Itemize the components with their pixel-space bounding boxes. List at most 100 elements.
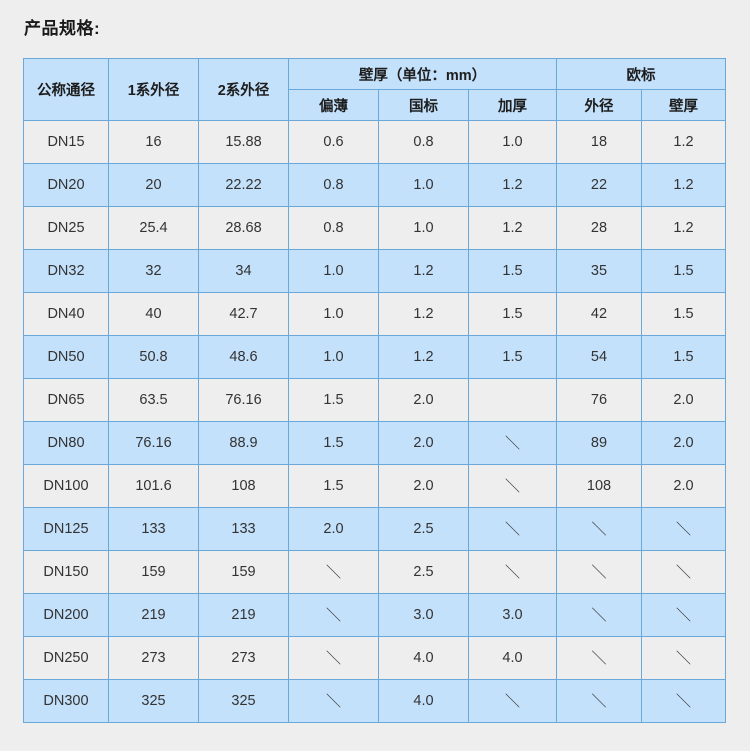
cell-value: ＼ bbox=[641, 636, 726, 680]
cell-value: 325 bbox=[198, 679, 289, 723]
header-sub-thin: 偏薄 bbox=[288, 89, 379, 121]
not-applicable-slash-icon: ＼ bbox=[591, 520, 607, 538]
cell-value: 108 bbox=[198, 464, 289, 508]
cell-value: 0.6 bbox=[288, 120, 379, 164]
cell-value: 88.9 bbox=[198, 421, 289, 465]
cell-value: ＼ bbox=[556, 679, 642, 723]
not-applicable-slash-icon: ＼ bbox=[675, 606, 691, 624]
page-title: 产品规格: bbox=[24, 19, 101, 38]
cell-value: 273 bbox=[108, 636, 199, 680]
cell-value: 1.2 bbox=[378, 335, 469, 379]
cell-value: ＼ bbox=[468, 550, 557, 594]
cell-value: 54 bbox=[556, 335, 642, 379]
table-header: 公称通径 1系外径 2系外径 壁厚（单位：mm） 欧标 偏薄 国标 加厚 外径 … bbox=[23, 58, 726, 121]
cell-value: 1.5 bbox=[288, 421, 379, 465]
cell-nominal-diameter: DN125 bbox=[23, 507, 109, 551]
cell-value: 42.7 bbox=[198, 292, 289, 336]
cell-value: 2.0 bbox=[641, 464, 726, 508]
table-row: DN125 133 133 2.0 2.5 ＼ ＼ ＼ bbox=[23, 507, 726, 551]
not-applicable-slash-icon: ＼ bbox=[591, 563, 607, 581]
cell-value: ＼ bbox=[468, 421, 557, 465]
table-row: DN200 219 219 ＼ 3.0 3.0 ＼ ＼ bbox=[23, 593, 726, 637]
not-applicable-slash-icon: ＼ bbox=[325, 692, 341, 710]
cell-value: 22.22 bbox=[198, 163, 289, 207]
cell-value: 22 bbox=[556, 163, 642, 207]
cell-value: 219 bbox=[108, 593, 199, 637]
cell-value: 2.0 bbox=[378, 421, 469, 465]
cell-value: 1.5 bbox=[641, 292, 726, 336]
product-spec-table-container: 公称通径 1系外径 2系外径 壁厚（单位：mm） 欧标 偏薄 国标 加厚 外径 … bbox=[23, 58, 726, 723]
cell-value: 159 bbox=[198, 550, 289, 594]
cell-value: 63.5 bbox=[108, 378, 199, 422]
cell-value: ＼ bbox=[641, 679, 726, 723]
cell-value: 1.5 bbox=[468, 249, 557, 293]
cell-value: 16 bbox=[108, 120, 199, 164]
cell-value: 2.5 bbox=[378, 550, 469, 594]
cell-value: 133 bbox=[108, 507, 199, 551]
cell-nominal-diameter: DN300 bbox=[23, 679, 109, 723]
cell-value: 28 bbox=[556, 206, 642, 250]
table-row: DN300 325 325 ＼ 4.0 ＼ ＼ ＼ bbox=[23, 679, 726, 723]
cell-value: 1.0 bbox=[288, 292, 379, 336]
not-applicable-slash-icon: ＼ bbox=[591, 692, 607, 710]
not-applicable-slash-icon: ＼ bbox=[591, 649, 607, 667]
cell-value: 1.2 bbox=[641, 163, 726, 207]
cell-value: ＼ bbox=[641, 550, 726, 594]
table-row: DN50 50.8 48.6 1.0 1.2 1.5 54 1.5 bbox=[23, 335, 726, 379]
table-row: DN40 40 42.7 1.0 1.2 1.5 42 1.5 bbox=[23, 292, 726, 336]
cell-value: 50.8 bbox=[108, 335, 199, 379]
cell-value: 1.2 bbox=[468, 206, 557, 250]
header-series1-outer-diameter: 1系外径 bbox=[108, 58, 199, 121]
cell-value: 2.0 bbox=[288, 507, 379, 551]
cell-value: ＼ bbox=[288, 550, 379, 594]
cell-value: 1.2 bbox=[378, 292, 469, 336]
table-row: DN250 273 273 ＼ 4.0 4.0 ＼ ＼ bbox=[23, 636, 726, 680]
not-applicable-slash-icon: ＼ bbox=[675, 692, 691, 710]
cell-value: ＼ bbox=[556, 593, 642, 637]
header-sub-national-standard: 国标 bbox=[378, 89, 469, 121]
header-series2-outer-diameter: 2系外径 bbox=[198, 58, 289, 121]
header-row-groups: 公称通径 1系外径 2系外径 壁厚（单位：mm） 欧标 bbox=[23, 58, 726, 121]
cell-nominal-diameter: DN100 bbox=[23, 464, 109, 508]
table-row: DN15 16 15.88 0.6 0.8 1.0 18 1.2 bbox=[23, 120, 726, 164]
cell-value: ＼ bbox=[556, 636, 642, 680]
table-row: DN25 25.4 28.68 0.8 1.0 1.2 28 1.2 bbox=[23, 206, 726, 250]
cell-value: 48.6 bbox=[198, 335, 289, 379]
cell-value: 40 bbox=[108, 292, 199, 336]
cell-value: 133 bbox=[198, 507, 289, 551]
cell-value: 1.0 bbox=[468, 120, 557, 164]
cell-value: 2.0 bbox=[641, 378, 726, 422]
cell-value: 325 bbox=[108, 679, 199, 723]
not-applicable-slash-icon: ＼ bbox=[504, 434, 520, 452]
cell-value: ＼ bbox=[556, 550, 642, 594]
cell-value: 76.16 bbox=[108, 421, 199, 465]
table-row: DN20 20 22.22 0.8 1.0 1.2 22 1.2 bbox=[23, 163, 726, 207]
cell-value: ＼ bbox=[641, 593, 726, 637]
cell-value: 101.6 bbox=[108, 464, 199, 508]
cell-nominal-diameter: DN40 bbox=[23, 292, 109, 336]
cell-value: ＼ bbox=[288, 593, 379, 637]
table-row: DN65 63.5 76.16 1.5 2.0 76 2.0 bbox=[23, 378, 726, 422]
cell-nominal-diameter: DN150 bbox=[23, 550, 109, 594]
cell-value: 4.0 bbox=[378, 636, 469, 680]
cell-value: 2.5 bbox=[378, 507, 469, 551]
cell-nominal-diameter: DN25 bbox=[23, 206, 109, 250]
cell-value: 3.0 bbox=[378, 593, 469, 637]
cell-value: 0.8 bbox=[288, 206, 379, 250]
cell-value: 1.5 bbox=[468, 292, 557, 336]
cell-nominal-diameter: DN32 bbox=[23, 249, 109, 293]
cell-value: 3.0 bbox=[468, 593, 557, 637]
cell-value: 76.16 bbox=[198, 378, 289, 422]
cell-value: 1.2 bbox=[468, 163, 557, 207]
cell-value: ＼ bbox=[556, 507, 642, 551]
cell-value: 1.5 bbox=[641, 249, 726, 293]
cell-value: 28.68 bbox=[198, 206, 289, 250]
cell-value: 0.8 bbox=[288, 163, 379, 207]
cell-value: 34 bbox=[198, 249, 289, 293]
table-body: DN15 16 15.88 0.6 0.8 1.0 18 1.2 DN20 20 22.22 0.8 1… bbox=[23, 120, 726, 723]
not-applicable-slash-icon: ＼ bbox=[591, 606, 607, 624]
cell-value: ＼ bbox=[288, 679, 379, 723]
cell-nominal-diameter: DN250 bbox=[23, 636, 109, 680]
cell-value: ＼ bbox=[288, 636, 379, 680]
cell-nominal-diameter: DN200 bbox=[23, 593, 109, 637]
